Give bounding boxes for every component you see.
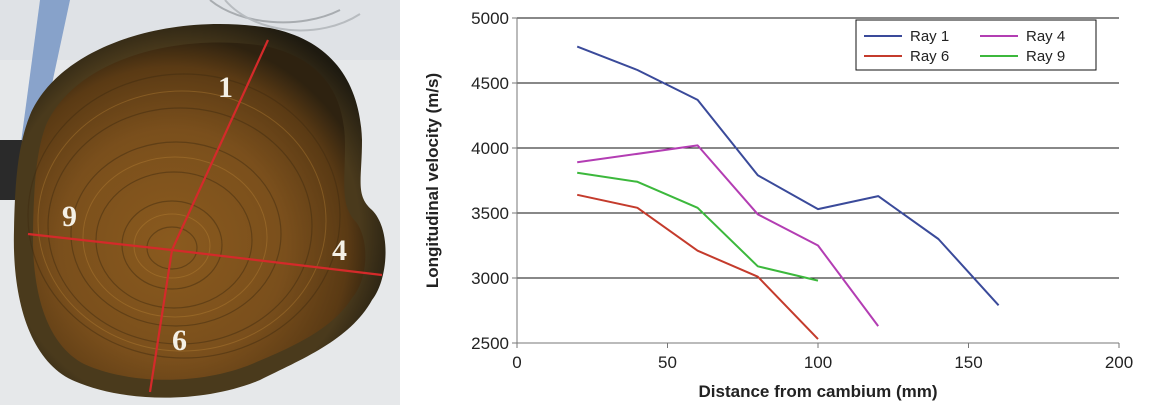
- ray-6-line: [148, 249, 174, 393]
- ray-1-line: [170, 39, 270, 251]
- measurement-rays: [27, 39, 383, 393]
- legend-label-ray-6: Ray 6: [910, 48, 949, 65]
- x-tick-label-150: 150: [954, 353, 982, 372]
- chart-series: [576, 45, 1000, 340]
- legend-label-ray-9: Ray 9: [1026, 48, 1065, 65]
- x-axis-label: Distance from cambium (mm): [699, 382, 938, 401]
- chart-grid: [517, 17, 1119, 279]
- x-tick-label-0: 0: [512, 353, 521, 372]
- y-tick-label-3500: 3500: [471, 204, 509, 223]
- ray-label-1: 1: [218, 71, 233, 104]
- x-tick-label-50: 50: [658, 353, 677, 372]
- ray-label-4: 4: [332, 234, 347, 267]
- y-axis-label: Longitudinal velocity (m/s): [423, 73, 442, 288]
- legend-label-ray-4: Ray 4: [1026, 28, 1065, 45]
- x-axis-ticks: 0 50 100 150 200: [512, 343, 1133, 372]
- series-line-ray-9: [577, 171, 819, 282]
- ray-4-line: [171, 248, 383, 277]
- legend-box: [855, 19, 1097, 71]
- y-tick-label-5000: 5000: [471, 9, 509, 28]
- y-tick-label-2500: 2500: [471, 334, 509, 353]
- ray-label-9: 9: [62, 200, 77, 233]
- legend-label-ray-1: Ray 1: [910, 28, 949, 45]
- y-tick-label-4500: 4500: [471, 74, 509, 93]
- wood-disc-photo: 1 9 4 6: [0, 0, 400, 405]
- x-tick-label-100: 100: [804, 353, 832, 372]
- ray-label-6: 6: [172, 324, 187, 357]
- ray-9-line: [27, 232, 173, 252]
- series-line-ray-4: [577, 144, 880, 327]
- velocity-line-chart: 2500 3000 3500 4000 4500 5000 0 50 100 150 200 Di…: [423, 9, 1133, 401]
- series-line-ray-6: [576, 193, 819, 340]
- y-axis-ticks: 2500 3000 3500 4000 4500 5000: [471, 9, 517, 353]
- chart-legend: Ray 1 Ray 4 Ray 6 Ray 9: [855, 19, 1097, 71]
- x-tick-label-200: 200: [1105, 353, 1133, 372]
- series-line-ray-1: [576, 45, 1000, 306]
- y-tick-label-3000: 3000: [471, 269, 509, 288]
- y-tick-label-4000: 4000: [471, 139, 509, 158]
